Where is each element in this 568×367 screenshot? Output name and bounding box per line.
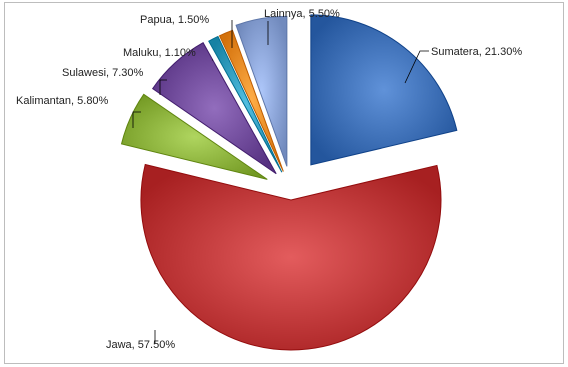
- label-jawa: Jawa, 57.50%: [106, 339, 175, 351]
- label-sumatera: Sumatera, 21.30%: [431, 46, 522, 58]
- leader-line-sumatera: [404, 50, 429, 84]
- pie-slice-sulawesi: [151, 42, 277, 175]
- pie-slice-kalimantan: [120, 93, 268, 180]
- pie-slice-sumatera: [310, 14, 458, 166]
- label-lainnya: Lainnya, 5.50%: [264, 8, 340, 20]
- slice-labels: Sumatera, 21.30% Jawa, 57.50% Kalimantan…: [16, 8, 522, 351]
- pie-slice-jawa: [140, 163, 442, 351]
- label-sulawesi: Sulawesi, 7.30%: [62, 67, 144, 79]
- label-kalimantan: Kalimantan, 5.80%: [16, 95, 109, 107]
- leader-line-sulawesi: [159, 79, 167, 95]
- pie-slice-maluku: [208, 35, 283, 173]
- leader-line-kalimantan: [132, 111, 141, 128]
- label-papua: Papua, 1.50%: [140, 14, 209, 26]
- label-maluku: Maluku, 1.10%: [123, 47, 196, 59]
- pie-slice-papua: [218, 29, 284, 172]
- leader-lines: [132, 20, 429, 344]
- pie-slice-lainnya: [235, 15, 288, 167]
- pie-slices: [120, 14, 458, 351]
